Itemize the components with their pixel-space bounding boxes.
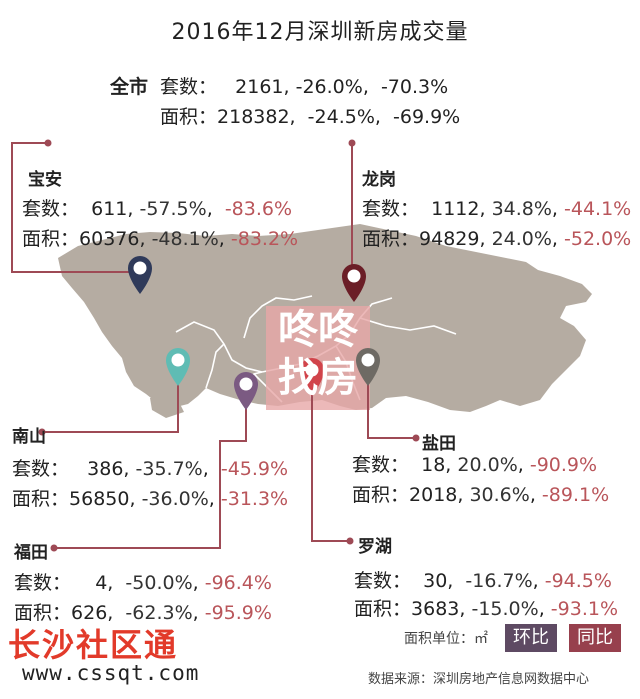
- map-watermark: 咚咚 找房: [266, 306, 370, 402]
- baoan-count-row: 套数： 611, -57.5%, -83.6%: [22, 198, 293, 220]
- yantian-area-value: 2018: [409, 484, 458, 506]
- baoan-count-label: 套数：: [22, 198, 80, 220]
- longgang-area-yoy: -52.0%: [564, 228, 632, 250]
- nanshan-count-value: 386: [87, 458, 124, 480]
- futian-count-value: 4: [95, 572, 108, 594]
- futian-area-value: 626: [71, 602, 108, 624]
- area-unit-label: 面积单位：㎡: [404, 631, 488, 647]
- futian-count-label: 套数：: [14, 572, 72, 594]
- nanshan-count-mom: -35.7%: [135, 458, 203, 480]
- baoan-area-label: 面积：: [22, 228, 80, 250]
- yantian-area-label: 面积：: [352, 484, 410, 506]
- baoan-area-row: 面积：60376, -48.1%, -83.2%: [22, 228, 299, 250]
- longgang-area-mom: 24.0%: [491, 228, 552, 250]
- baoan-area-yoy: -83.2%: [230, 228, 299, 250]
- baoan-count-mom: -57.5%: [139, 198, 207, 220]
- luohu-area-label: 面积：: [354, 598, 412, 620]
- yantian-count-label: 套数：: [352, 454, 410, 476]
- longgang-area-label: 面积：: [362, 228, 420, 250]
- yantian-area-yoy: -89.1%: [541, 484, 610, 506]
- longgang-count-row: 套数： 1112, 34.8%, -44.1%: [362, 198, 632, 220]
- longgang-count-yoy: -44.1%: [564, 198, 632, 220]
- total-count-mom: -26.0%: [295, 76, 363, 98]
- luohu-area-yoy: -93.1%: [550, 598, 618, 620]
- luohu-count-mom: -16.7%: [465, 570, 533, 592]
- luohu-count-value: 30: [423, 570, 448, 592]
- total-area-label: 面积：: [160, 106, 218, 128]
- yantian-count-row: 套数： 18, 20.0%, -90.9%: [352, 454, 598, 476]
- longgang-count-label: 套数：: [362, 198, 420, 220]
- futian-pin-icon: [234, 372, 258, 410]
- luohu-area-value: 3683: [411, 598, 460, 620]
- nanshan-area-row: 面积：56850, -36.0%, -31.3%: [12, 488, 289, 510]
- page-title: 2016年12月深圳新房成交量: [171, 20, 469, 45]
- nanshan-count-label: 套数：: [12, 458, 70, 480]
- total-count-value: 2161: [235, 76, 284, 98]
- total-area-mom: -24.5%: [307, 106, 375, 128]
- futian-area-mom: -62.3%: [125, 602, 193, 624]
- watermark-logo: 长沙社区通: [8, 626, 179, 664]
- futian-name: 福田: [14, 543, 48, 563]
- luohu-name: 罗湖: [358, 537, 392, 557]
- baoan-name: 宝安: [28, 170, 62, 190]
- luohu-pin-icon: [300, 358, 324, 396]
- baoan-count-yoy: -83.6%: [224, 198, 293, 220]
- yantian-area-row: 面积：2018, 30.6%, -89.1%: [352, 484, 610, 506]
- futian-count-yoy: -96.4%: [204, 572, 272, 594]
- futian-area-yoy: -95.9%: [204, 602, 272, 624]
- yantian-area-mom: 30.6%: [469, 484, 530, 506]
- total-name: 全市: [110, 76, 149, 98]
- baoan-pin-icon: [128, 256, 152, 294]
- longgang-area-value: 94829: [419, 228, 480, 250]
- legend-mom-badge: 环比: [505, 624, 557, 652]
- nanshan-area-mom: -36.0%: [141, 488, 209, 510]
- longgang-pin-icon: [342, 264, 366, 302]
- yantian-count-value: 18: [421, 454, 446, 476]
- total-count-row: 套数： 2161, -26.0%, -70.3%: [160, 76, 449, 98]
- baoan-area-value: 60376: [79, 228, 140, 250]
- total-area-yoy: -69.9%: [393, 106, 461, 128]
- luohu-area-row: 面积：3683, -15.0%, -93.1%: [354, 598, 618, 620]
- yantian-count-mom: 20.0%: [457, 454, 518, 476]
- map-watermark-line1: 咚咚: [278, 307, 358, 353]
- longgang-name: 龙岗: [362, 170, 396, 190]
- luohu-count-row: 套数： 30, -16.7%, -94.5%: [354, 570, 612, 592]
- nanshan-area-yoy: -31.3%: [220, 488, 289, 510]
- longgang-area-row: 面积：94829, 24.0%, -52.0%: [362, 228, 632, 250]
- map-watermark-line2: 找房: [278, 355, 358, 401]
- baoan-count-value: 611: [91, 198, 128, 220]
- watermark-url: www.cssqt.com: [22, 661, 200, 685]
- futian-count-mom: -50.0%: [125, 572, 193, 594]
- nanshan-count-row: 套数： 386, -35.7%, -45.9%: [12, 458, 289, 480]
- legend-yoy-badge: 同比: [569, 624, 621, 652]
- data-source: 数据来源：深圳房地产信息网数据中心: [368, 672, 590, 687]
- yantian-name: 盐田: [422, 434, 456, 454]
- total-area-row: 面积：218382, -24.5%, -69.9%: [160, 106, 461, 128]
- baoan-area-mom: -48.1%: [151, 228, 219, 250]
- luohu-area-mom: -15.0%: [471, 598, 539, 620]
- nanshan-area-label: 面积：: [12, 488, 70, 510]
- luohu-count-label: 套数：: [354, 570, 412, 592]
- nanshan-area-value: 56850: [69, 488, 130, 510]
- longgang-count-value: 1112: [431, 198, 480, 220]
- nanshan-pin-icon: [166, 348, 190, 386]
- luohu-count-yoy: -94.5%: [544, 570, 612, 592]
- futian-area-row: 面积：626, -62.3%, -95.9%: [14, 602, 272, 624]
- futian-area-label: 面积：: [14, 602, 72, 624]
- nanshan-name: 南山: [12, 427, 46, 447]
- total-count-label: 套数：: [160, 76, 218, 98]
- yantian-count-yoy: -90.9%: [529, 454, 598, 476]
- longgang-count-mom: 34.8%: [491, 198, 552, 220]
- connector-lines: [11, 142, 416, 549]
- nanshan-count-yoy: -45.9%: [220, 458, 289, 480]
- futian-count-row: 套数： 4, -50.0%, -96.4%: [14, 572, 272, 594]
- total-count-yoy: -70.3%: [380, 76, 449, 98]
- total-area-value: 218382: [217, 106, 290, 128]
- yantian-pin-icon: [356, 348, 380, 386]
